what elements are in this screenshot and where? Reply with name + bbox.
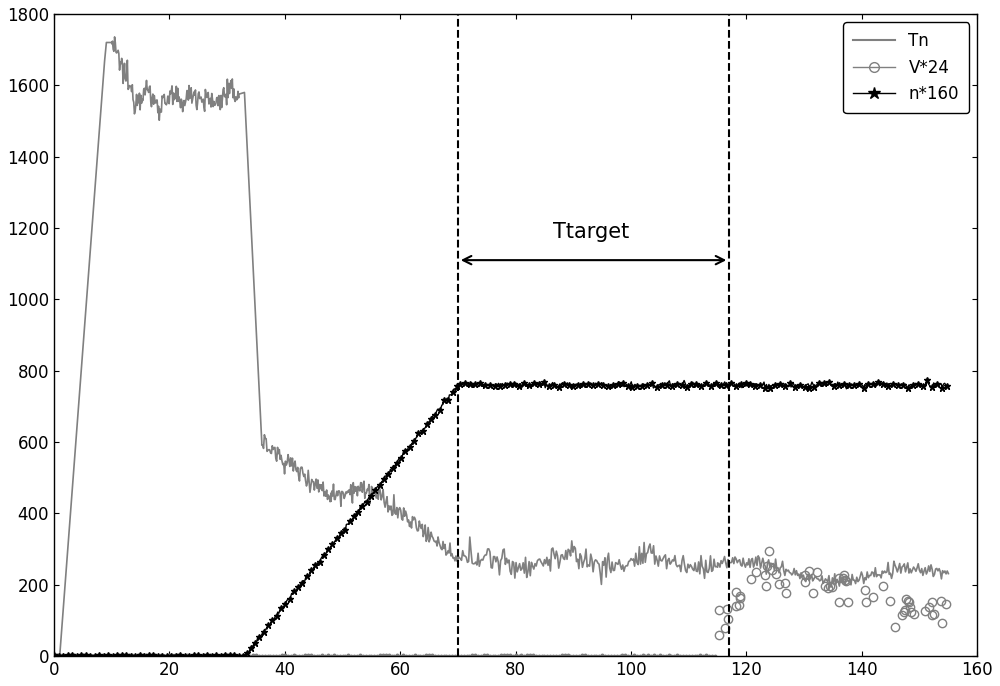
Line: n*160: n*160 (51, 377, 951, 660)
Tn (716, 559, 728, 567)
Tn (48, 650, 60, 659)
V*24 (155, 651, 167, 659)
n*160 (361, 498, 373, 506)
n*160 (941, 381, 953, 390)
V*24 (556, 651, 568, 659)
V*24 (590, 652, 602, 660)
Legend: Tn, V*24, n*160: Tn, V*24, n*160 (843, 22, 969, 113)
Tn (159, 99, 171, 108)
Tn (796, 573, 808, 581)
V*24 (279, 651, 291, 659)
Line: V*24: V*24 (53, 654, 716, 657)
n*160 (391, 459, 403, 467)
Tn (942, 569, 954, 578)
Tn (631, 558, 643, 567)
n*160 (921, 376, 933, 384)
V*24 (576, 651, 588, 659)
n*160 (587, 381, 599, 390)
n*160 (253, 633, 265, 641)
Tn (149, 98, 161, 106)
n*160 (705, 382, 717, 390)
V*24 (172, 651, 184, 659)
V*24 (665, 652, 677, 660)
V*24 (175, 652, 187, 661)
V*24 (48, 652, 60, 660)
Line: Tn: Tn (54, 37, 948, 654)
Tn (109, 33, 121, 41)
n*160 (48, 651, 60, 659)
n*160 (161, 652, 173, 661)
n*160 (710, 379, 722, 387)
Text: Ttarget: Ttarget (553, 222, 629, 242)
V*24 (709, 652, 721, 660)
Tn (274, 456, 286, 464)
